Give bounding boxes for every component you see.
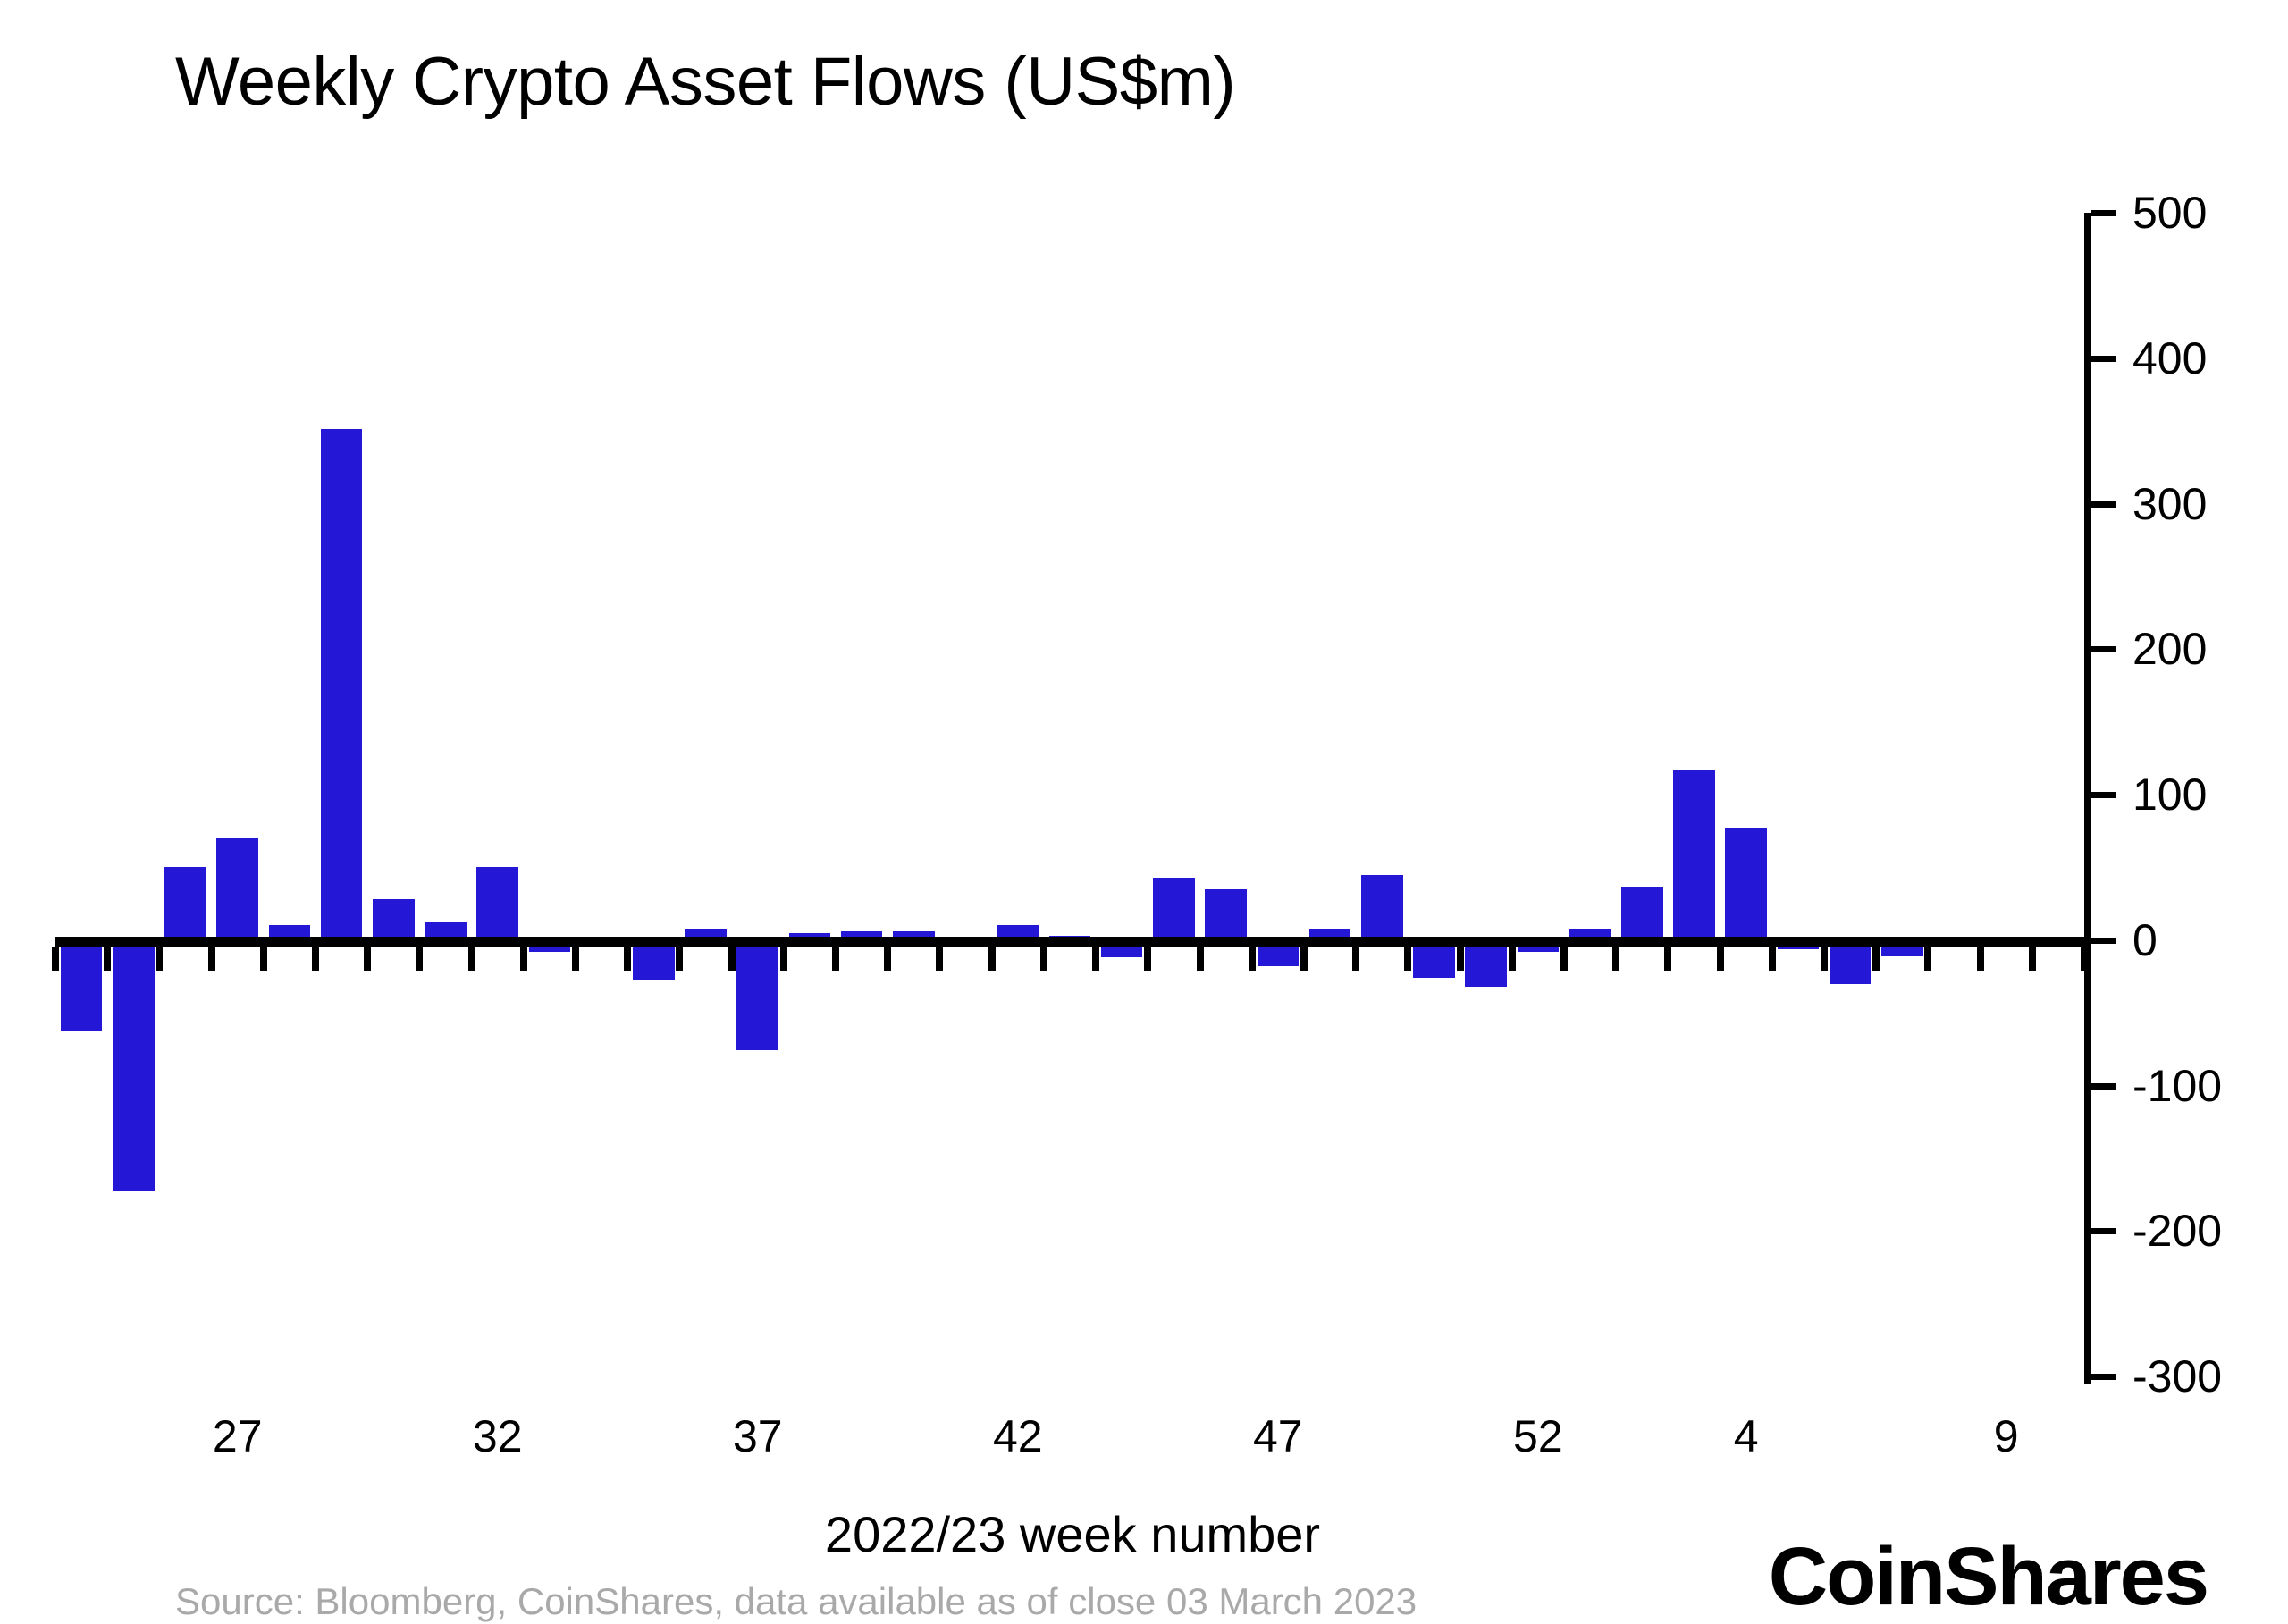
bar (164, 867, 206, 940)
y-axis-tick-label: 500 (2132, 188, 2208, 238)
x-axis-tick (1560, 947, 1568, 971)
x-axis-tick (728, 947, 736, 971)
x-axis-tick (1768, 947, 1776, 971)
x-axis-tick (1404, 947, 1412, 971)
bar (840, 930, 883, 940)
bar (113, 939, 155, 1191)
bar (997, 925, 1039, 940)
bar (60, 939, 103, 1031)
y-axis-tick (2091, 1228, 2116, 1235)
x-axis-tick (884, 947, 892, 971)
y-axis-tick-label: -300 (2132, 1351, 2223, 1401)
y-axis-tick-label: 100 (2132, 770, 2208, 820)
bar (268, 925, 311, 940)
bar (425, 922, 467, 940)
x-axis-tick (936, 947, 944, 971)
x-axis-tick-label: 37 (732, 1411, 783, 1461)
x-axis-tick (1144, 947, 1152, 971)
x-axis-tick-label: 42 (992, 1411, 1043, 1461)
bar (476, 867, 519, 940)
x-axis-tick (467, 947, 475, 971)
x-axis-tick (207, 947, 215, 971)
x-axis-tick (1716, 947, 1724, 971)
x-axis-tick (1664, 947, 1672, 971)
y-axis-tick-label: 200 (2132, 624, 2208, 675)
bar (1153, 877, 1195, 940)
x-axis-tick (1612, 947, 1620, 971)
x-axis-tick-label: 47 (1253, 1411, 1303, 1461)
bar (373, 899, 415, 940)
x-axis-tick-label: 32 (472, 1411, 523, 1461)
x-axis-tick (2028, 947, 2036, 971)
chart-plot-area (52, 213, 2088, 1376)
x-axis-tick (624, 947, 632, 971)
x-axis-tick (1872, 947, 1880, 971)
x-axis-tick (1352, 947, 1360, 971)
x-axis-tick (1456, 947, 1464, 971)
x-axis-tick-label: 4 (1733, 1411, 1759, 1461)
bar (893, 930, 935, 940)
x-axis-tick (779, 947, 787, 971)
y-axis-tick-label: -200 (2132, 1206, 2223, 1257)
x-axis-tick (1300, 947, 1308, 971)
x-axis-title: 2022/23 week number (824, 1506, 1321, 1562)
coinshares-logo: CoinShares (1768, 1531, 2209, 1622)
x-axis-tick (312, 947, 320, 971)
y-axis-tick (2091, 792, 2116, 798)
x-axis-tick (259, 947, 267, 971)
x-axis-tick-label: 9 (1993, 1411, 2019, 1461)
x-axis-tick (1092, 947, 1100, 971)
x-axis-tick (364, 947, 372, 971)
y-axis-tick (2091, 355, 2116, 362)
x-axis-tick (1196, 947, 1204, 971)
x-axis-tick-label: 27 (212, 1411, 263, 1461)
y-axis-tick (2091, 646, 2116, 653)
source-note: Source: Bloomberg, CoinShares, data avai… (175, 1580, 1417, 1622)
x-axis-tick (1820, 947, 1828, 971)
x-axis-tick-label: 52 (1513, 1411, 1563, 1461)
y-axis-tick-label: 0 (2132, 914, 2158, 965)
y-axis-tick (2091, 501, 2116, 508)
bar (1673, 770, 1715, 940)
page-title: Weekly Crypto Asset Flows (US$m) (175, 44, 1236, 120)
x-axis-tick (1039, 947, 1047, 971)
bar (1465, 939, 1507, 987)
x-axis-tick (156, 947, 164, 971)
bar (736, 939, 779, 1051)
x-axis-tick (1248, 947, 1256, 971)
zero-baseline (55, 937, 2084, 947)
bar-series-layer (55, 213, 2084, 1376)
y-axis-tick (2091, 1374, 2116, 1380)
y-axis-tick (2091, 937, 2116, 944)
bar (1725, 828, 1767, 940)
x-axis-tick (832, 947, 840, 971)
bar (788, 932, 831, 940)
y-axis-tick (2091, 1082, 2116, 1090)
x-axis-tick (572, 947, 580, 971)
y-axis-tick (2091, 210, 2116, 216)
bar (216, 837, 258, 940)
y-axis-tick-label: -100 (2132, 1060, 2223, 1111)
bar (320, 429, 363, 940)
bar (1205, 888, 1247, 940)
y-axis-tick-label: 300 (2132, 478, 2208, 529)
x-axis-tick (676, 947, 684, 971)
y-axis-tick-label: 400 (2132, 332, 2208, 383)
x-axis-tick (1508, 947, 1516, 971)
bar (1620, 886, 1663, 940)
x-axis-tick (104, 947, 112, 971)
x-axis-tick (416, 947, 424, 971)
x-axis-tick (988, 947, 996, 971)
y-axis-spine (2084, 213, 2091, 1384)
x-axis-tick (1924, 947, 1932, 971)
x-axis-tick (52, 947, 59, 971)
x-axis-tick (1976, 947, 1984, 971)
bar (1360, 874, 1403, 940)
x-axis-tick (519, 947, 527, 971)
